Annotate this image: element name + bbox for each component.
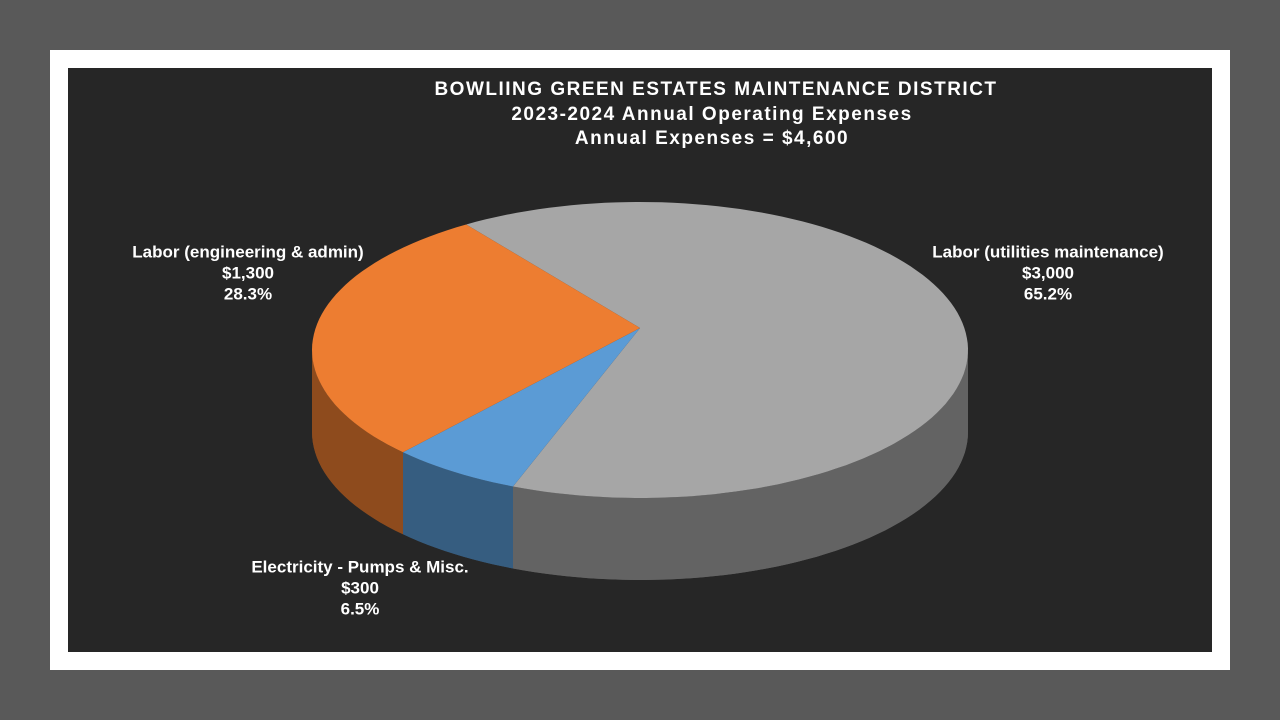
slice (466, 202, 968, 498)
slice-side-shade (403, 452, 513, 569)
data-label-name: Labor (engineering & admin) (132, 242, 363, 261)
slice-side-shade (312, 350, 403, 535)
slice (403, 328, 640, 487)
chart-title: BOWLIING GREEN ESTATES MAINTENANCE DISTR… (434, 79, 997, 100)
data-label-value: $1,300 (222, 263, 274, 282)
data-label-name: Labor (utilities maintenance) (932, 242, 1163, 261)
data-label-name: Electricity - Pumps & Misc. (251, 557, 468, 576)
chart-subtitle: Annual Expenses = $4,600 (575, 128, 849, 149)
data-label-percent: 28.3% (224, 284, 272, 303)
data-label-percent: 6.5% (341, 599, 380, 618)
slice-side-shade (513, 350, 968, 580)
data-label-value: $300 (341, 578, 379, 597)
data-label-percent: 65.2% (1024, 284, 1072, 303)
slice-side (403, 452, 513, 569)
slice (312, 224, 640, 453)
slice-side (312, 350, 403, 535)
data-label-value: $3,000 (1022, 263, 1074, 282)
chart-subtitle: 2023-2024 Annual Operating Expenses (511, 104, 912, 125)
slice-side (513, 350, 968, 580)
